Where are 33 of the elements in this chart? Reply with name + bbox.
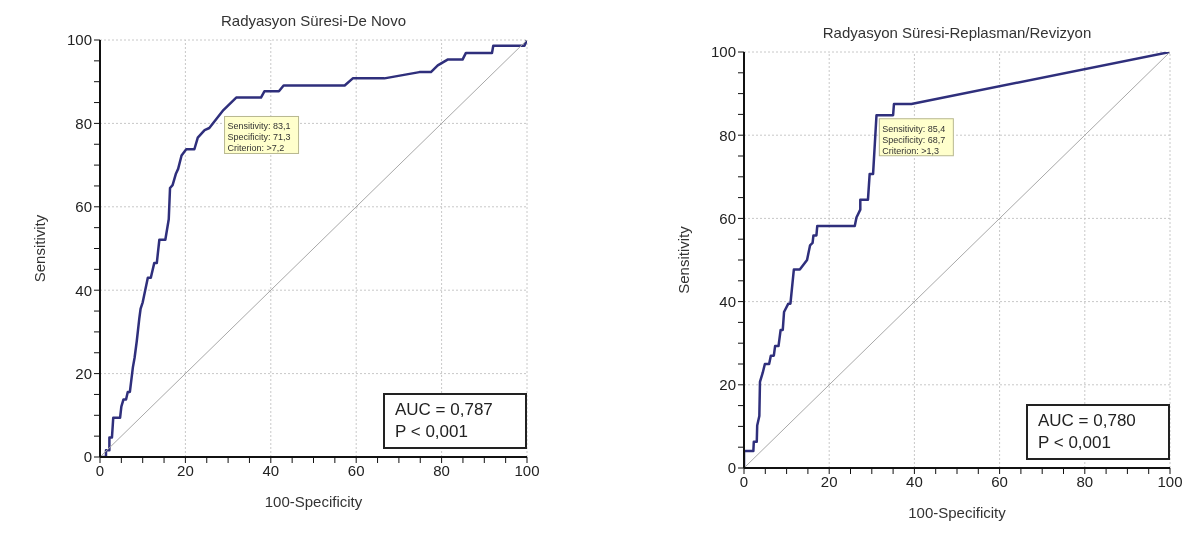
y-tick-label: 0	[83, 448, 92, 466]
chart-title: Radyasyon Süresi-De Novo	[220, 12, 407, 29]
y-tick-label: 60	[75, 198, 92, 216]
y-tick-label: 20	[75, 364, 92, 382]
x-tick-label: 100	[1157, 472, 1183, 490]
y-tick-label: 80	[75, 114, 92, 132]
annotation: Sensitivity: 85,4 Specificity: 68,7 Criterion: >1,3	[882, 123, 946, 156]
x-tick-label: 60	[991, 472, 1008, 490]
x-tick-label: 100	[514, 461, 540, 479]
x-tick-label: 20	[177, 461, 194, 479]
x-tick-label: 80	[1076, 472, 1094, 490]
y-axis-title: Sensitivity	[675, 225, 693, 294]
y-tick-label: 100	[66, 31, 92, 49]
x-tick-label: 60	[347, 461, 365, 479]
y-tick-label: 40	[75, 281, 92, 299]
x-tick-label: 40	[262, 461, 280, 479]
x-tick-label: 0	[739, 472, 749, 490]
y-tick-label: 20	[719, 376, 736, 394]
x-tick-label: 80	[433, 461, 450, 479]
x-axis-title: 100-Specificity	[908, 504, 1007, 521]
x-axis-title: 100-Specificity	[264, 493, 363, 510]
chart-title: Radyasyon Süresi-Replasman/Revizyon	[822, 24, 1092, 41]
annotation: AUC = 0,780 P < 0,001	[1026, 404, 1170, 460]
y-tick-label: 80	[719, 126, 736, 144]
y-tick-label: 40	[719, 292, 736, 310]
x-tick-label: 20	[820, 472, 838, 490]
annotation: Sensitivity: 83,1 Specificity: 71,3 Criterion: >7,2	[227, 121, 291, 154]
y-tick-label: 100	[710, 43, 736, 61]
x-tick-label: 0	[95, 461, 105, 479]
annotation: AUC = 0,787 P < 0,001	[383, 393, 527, 449]
x-tick-label: 40	[906, 472, 923, 490]
y-tick-label: 60	[719, 209, 736, 227]
y-axis-title: Sensitivity	[31, 214, 49, 283]
